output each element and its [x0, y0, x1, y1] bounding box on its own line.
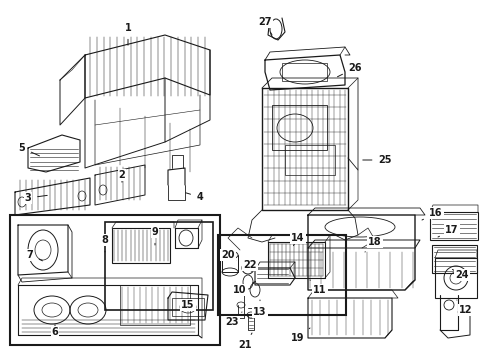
Text: 1: 1: [124, 23, 131, 45]
Text: 17: 17: [437, 225, 458, 237]
Text: 2: 2: [119, 170, 125, 182]
Text: 16: 16: [421, 208, 442, 220]
Bar: [172, 298, 203, 316]
Bar: [10, 215, 220, 345]
Bar: [120, 285, 190, 325]
Bar: [285, 145, 334, 175]
Text: 27: 27: [258, 17, 271, 35]
Text: 25: 25: [362, 155, 391, 165]
Text: 4: 4: [185, 192, 203, 202]
Text: 21: 21: [238, 333, 251, 350]
Text: 7: 7: [26, 250, 42, 261]
Text: 24: 24: [451, 269, 468, 280]
Bar: [282, 63, 326, 81]
Text: 10: 10: [233, 282, 255, 295]
Text: 9: 9: [151, 227, 158, 245]
Bar: [218, 235, 346, 315]
Text: 18: 18: [364, 237, 381, 252]
Text: 5: 5: [19, 143, 40, 156]
Bar: [105, 222, 213, 310]
Text: 11: 11: [309, 280, 326, 295]
Bar: [434, 258, 476, 298]
Text: 12: 12: [456, 300, 472, 315]
Text: 26: 26: [337, 63, 361, 77]
Text: 13: 13: [253, 300, 266, 317]
Text: 14: 14: [291, 233, 304, 246]
Text: 15: 15: [181, 293, 194, 310]
Bar: [431, 245, 476, 273]
Bar: [429, 212, 477, 240]
Bar: [271, 105, 326, 150]
Text: 23: 23: [225, 312, 242, 327]
Text: 20: 20: [221, 250, 235, 260]
Bar: [112, 228, 170, 263]
Text: 3: 3: [24, 193, 47, 203]
Text: 8: 8: [102, 235, 108, 252]
Text: 6: 6: [52, 325, 58, 337]
Text: 19: 19: [291, 328, 309, 343]
Text: 22: 22: [243, 260, 256, 271]
